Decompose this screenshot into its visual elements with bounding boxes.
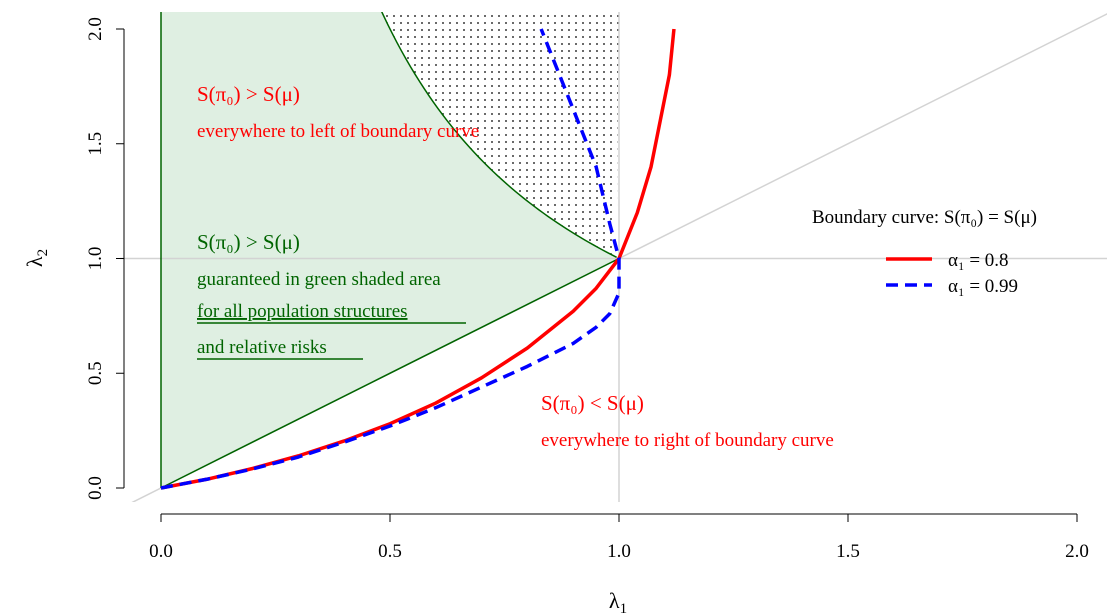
legend-title: Boundary curve: S(π₀) = S(μ) bbox=[812, 207, 1037, 228]
annotation-red-top-title: S(π₀) > S(μ) bbox=[197, 82, 300, 106]
y-tick-label: 0.0 bbox=[85, 476, 106, 500]
y-tick-label: 1.5 bbox=[85, 132, 106, 156]
y-tick-label: 1.0 bbox=[85, 247, 106, 271]
x-tick-label: 2.0 bbox=[1065, 541, 1089, 562]
annotation-green-title: S(π₀) > S(μ) bbox=[197, 230, 300, 254]
legend-entry-alpha-0-8: α₁ = 0.8 bbox=[948, 250, 1009, 271]
x-axis-label: λ1 bbox=[609, 588, 627, 616]
x-tick-label: 0.5 bbox=[378, 541, 402, 562]
annotation-green-line2: for all population structures bbox=[197, 301, 408, 322]
dotted-region bbox=[381, 12, 619, 258]
x-tick-label: 1.0 bbox=[607, 541, 631, 562]
plot-clip-group bbox=[120, 12, 1107, 502]
annotation-red-bottom-title: S(π₀) < S(μ) bbox=[541, 391, 644, 415]
legend-entry-alpha-0-99: α₁ = 0.99 bbox=[948, 276, 1018, 297]
y-tick-label: 0.5 bbox=[85, 361, 106, 385]
annotation-red-top-line: everywhere to left of boundary curve bbox=[197, 121, 479, 142]
annotation-green-line1: guaranteed in green shaded area bbox=[197, 269, 441, 290]
y-axis-label: λ2 bbox=[22, 249, 51, 267]
green-shaded-region bbox=[161, 12, 619, 488]
legend: Boundary curve: S(π₀) = S(μ) α₁ = 0.8 α₁… bbox=[812, 207, 1037, 297]
annotation-green-line3: and relative risks bbox=[197, 337, 327, 358]
y-tick-label: 2.0 bbox=[85, 17, 106, 41]
x-tick-label: 1.5 bbox=[836, 541, 860, 562]
x-tick-label: 0.0 bbox=[149, 541, 173, 562]
series-line-alpha-0-99 bbox=[160, 28, 621, 490]
green-border-curve bbox=[381, 12, 617, 258]
annotation-red-bottom-line: everywhere to right of boundary curve bbox=[541, 430, 834, 451]
plot-area bbox=[120, 12, 1107, 502]
axes: 0.0 0.5 1.0 1.5 2.0 0.0 0.5 1.0 1.5 2.0 bbox=[85, 17, 1089, 562]
green-border-diagonal bbox=[160, 257, 620, 489]
